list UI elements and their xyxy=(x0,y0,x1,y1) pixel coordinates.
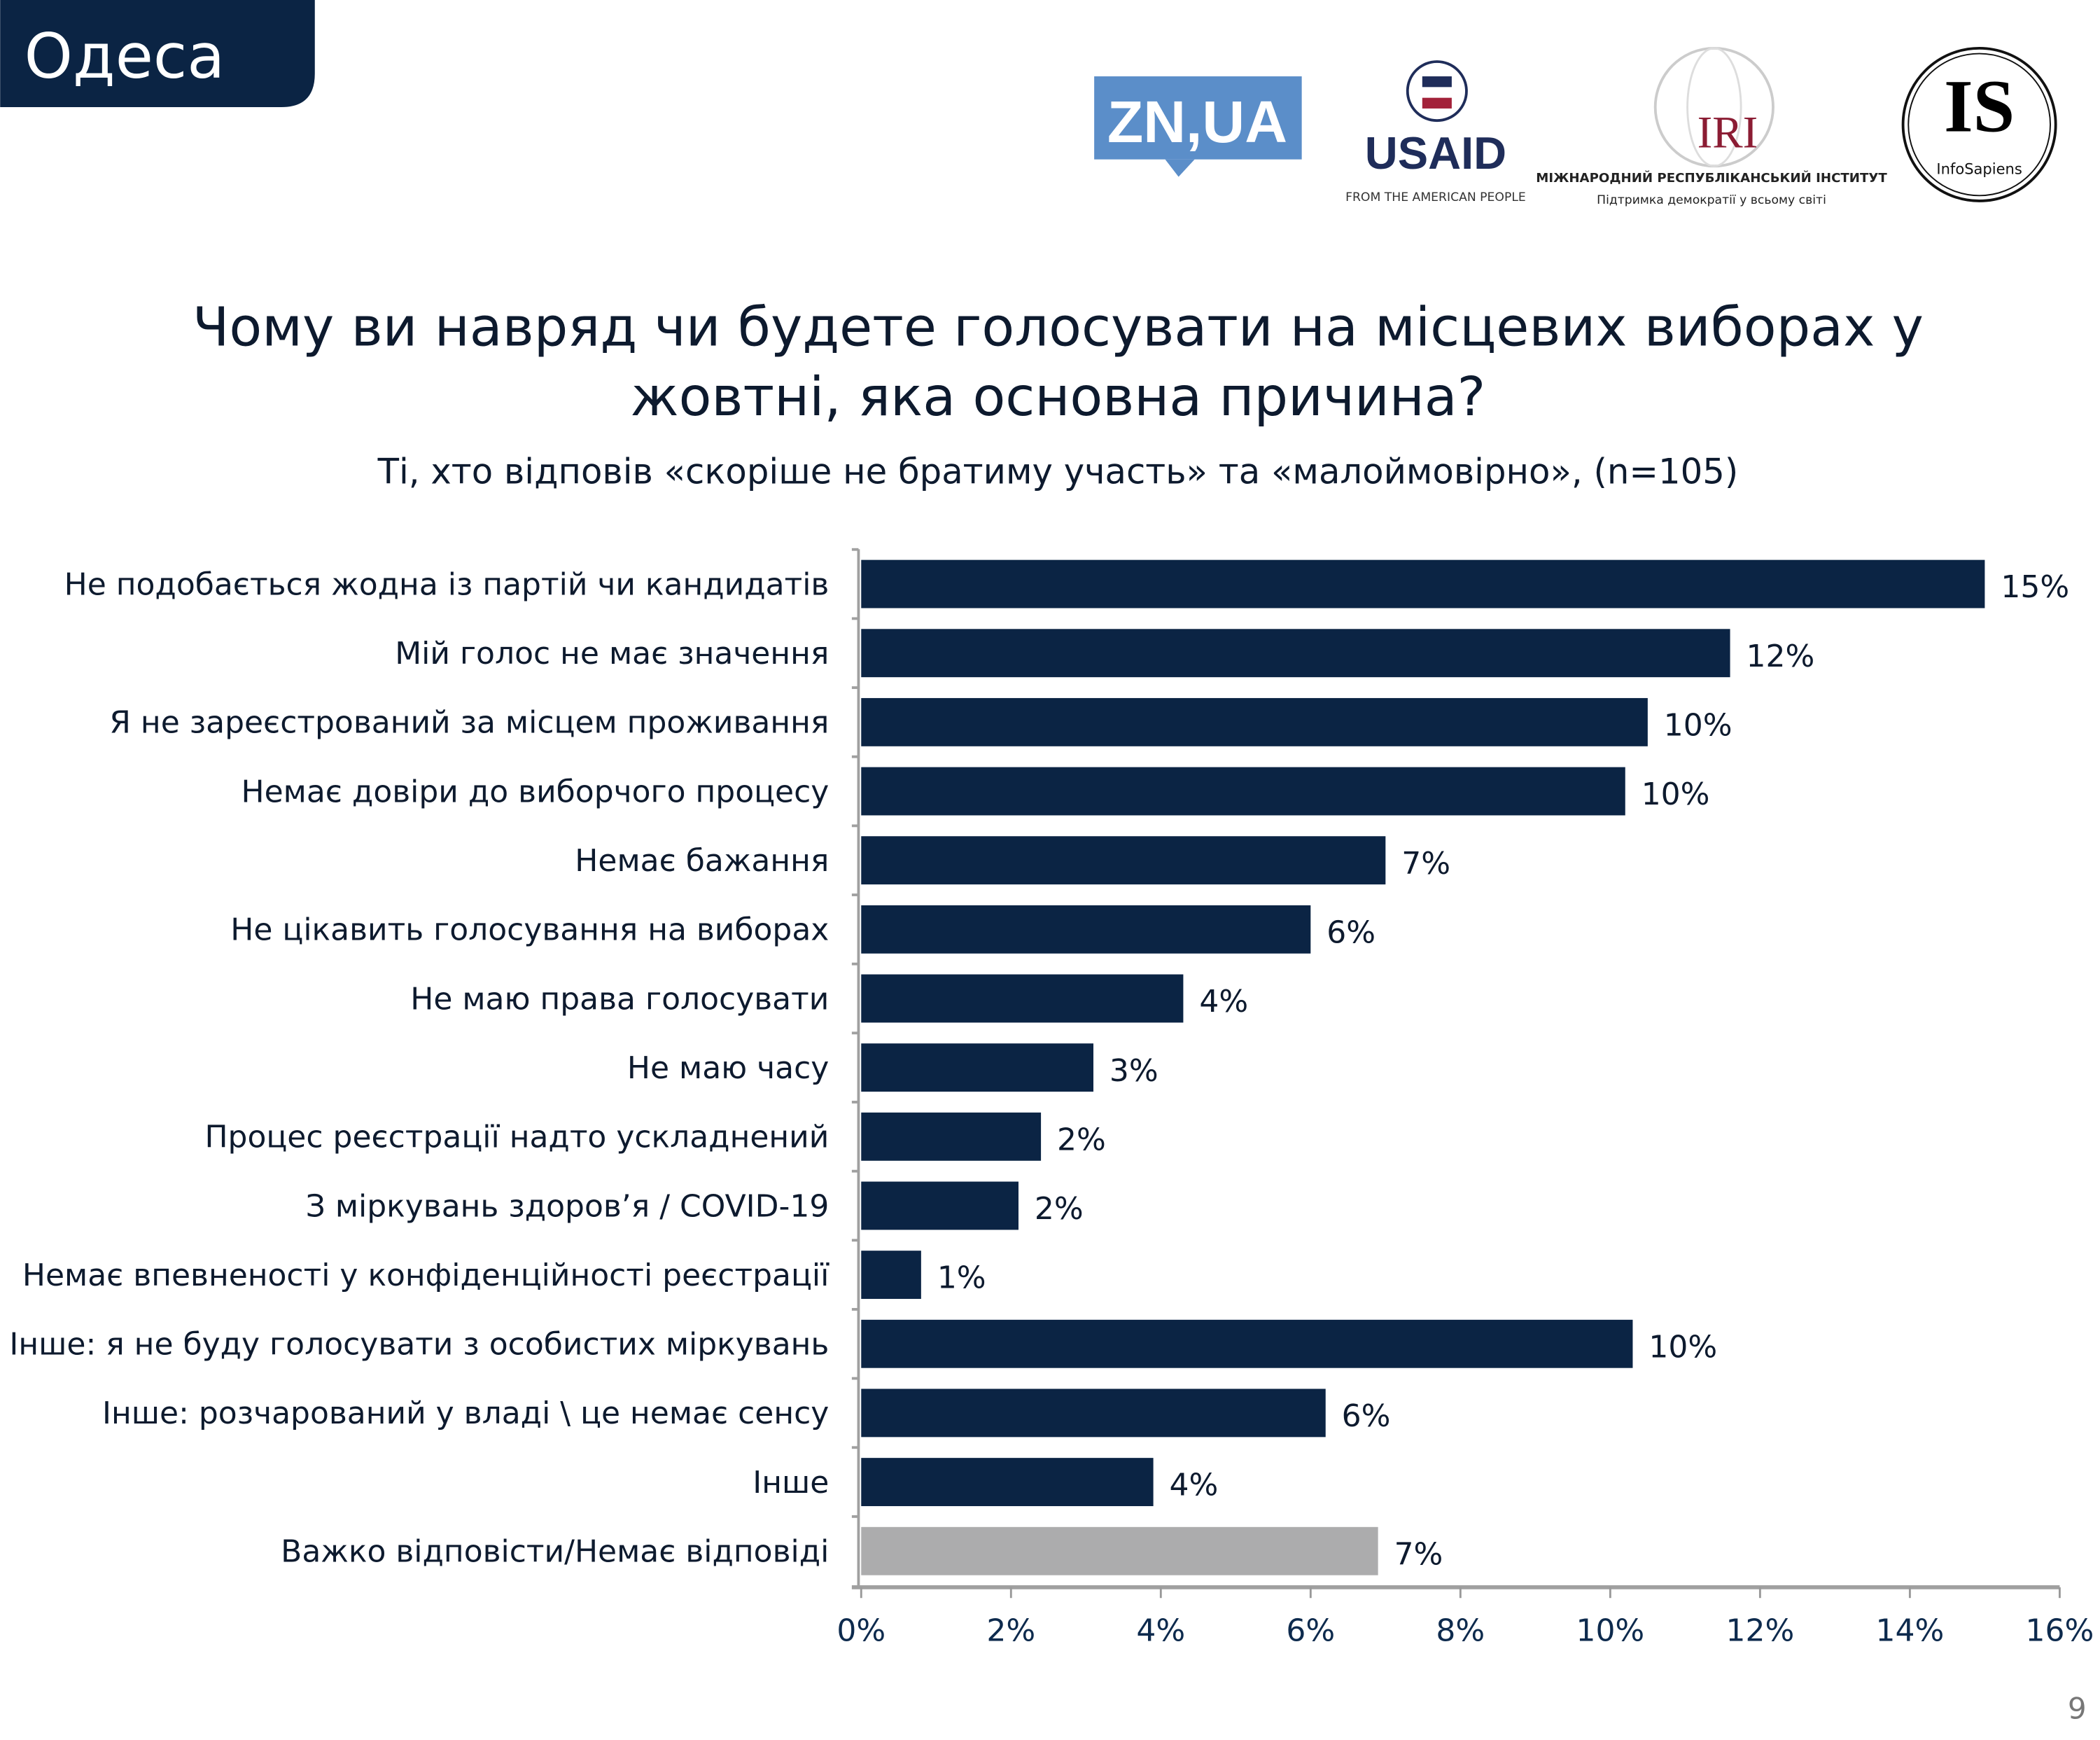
category-label: Інше xyxy=(752,1465,829,1501)
usaid-tagline: FROM THE AMERICAN PEOPLE xyxy=(1345,190,1526,204)
category-label: Інше: розчарований у владі \ це немає се… xyxy=(102,1396,829,1431)
x-tick-label: 12% xyxy=(1726,1613,1794,1648)
category-label: Немає довіри до виборчого процесу xyxy=(241,774,830,809)
bar xyxy=(861,1526,1378,1575)
data-label: 2% xyxy=(1035,1191,1084,1227)
bar xyxy=(861,629,1730,678)
category-label: Я не зареєстрований за місцем проживання xyxy=(109,705,829,741)
data-label: 4% xyxy=(1170,1468,1219,1503)
category-label: Не подобається жодна із партій чи кандид… xyxy=(64,566,830,602)
bar xyxy=(861,1181,1018,1230)
data-label: 10% xyxy=(1642,777,1710,812)
data-label: 3% xyxy=(1110,1053,1158,1089)
chart-subtitle: Ті, хто відповів «скоріше не братиму уча… xyxy=(377,452,1739,492)
infosapiens-logo: IS InfoSapiens xyxy=(1901,46,2057,202)
infosapiens-sub: InfoSapiens xyxy=(1936,160,2022,178)
data-label: 7% xyxy=(1394,1536,1443,1572)
category-label: З міркувань здоров’я / COVID-19 xyxy=(306,1188,830,1224)
infosapiens-logo-text: IS xyxy=(1944,65,2015,148)
bar xyxy=(861,1319,1633,1368)
data-label: 10% xyxy=(1648,1329,1717,1365)
category-label: Важко відповісти/Немає відповіді xyxy=(281,1534,829,1570)
iri-line1: МІЖНАРОДНИЙ РЕСПУБЛІКАНСЬКИЙ ІНСТИТУТ xyxy=(1536,170,1887,186)
data-label: 4% xyxy=(1199,984,1248,1019)
x-tick-label: 14% xyxy=(1876,1613,1945,1648)
region-header-bg xyxy=(0,0,315,108)
category-label: Процес реєстрації надто ускладнений xyxy=(204,1120,829,1155)
chart-title-line2: жовтні, яка основна причина? xyxy=(631,366,1486,429)
category-label: Не маю часу xyxy=(627,1050,829,1086)
bar xyxy=(861,1043,1093,1092)
data-label: 6% xyxy=(1342,1398,1391,1434)
bar xyxy=(861,559,1985,608)
x-tick-label: 6% xyxy=(1286,1613,1335,1648)
usaid-logo: USAID FROM THE AMERICAN PEOPLE xyxy=(1345,60,1526,204)
category-label: Немає впевненості у конфіденційності реє… xyxy=(22,1258,830,1293)
x-tick-label: 8% xyxy=(1436,1613,1485,1648)
bar xyxy=(861,767,1625,816)
bar xyxy=(861,836,1386,885)
category-label: Немає бажання xyxy=(575,843,829,879)
bar xyxy=(861,905,1311,954)
iri-line2: Підтримка демократії у всьому світі xyxy=(1597,193,1826,207)
znua-logo-text: ZN,UA xyxy=(1107,89,1287,155)
bar xyxy=(861,697,1648,746)
x-tick-label: 4% xyxy=(1136,1613,1185,1648)
usaid-logo-text: USAID xyxy=(1365,127,1506,179)
bar xyxy=(861,974,1184,1023)
category-label: Не маю права голосувати xyxy=(410,981,829,1017)
iri-logo: IRI МІЖНАРОДНИЙ РЕСПУБЛІКАНСЬКИЙ ІНСТИТУ… xyxy=(1536,46,1887,207)
bar xyxy=(861,1458,1154,1507)
category-label: Не цікавить голосування на виборах xyxy=(230,912,829,948)
page-number: 9 xyxy=(2068,1691,2087,1725)
data-label: 1% xyxy=(937,1260,986,1296)
bar xyxy=(861,1251,921,1300)
iri-logo-text: IRI xyxy=(1698,107,1758,158)
bar xyxy=(861,1388,1326,1438)
x-tick-label: 10% xyxy=(1576,1613,1644,1648)
x-tick-label: 16% xyxy=(2026,1613,2094,1648)
category-label: Інше: я не буду голосувати з особистих м… xyxy=(9,1327,829,1363)
bar xyxy=(861,1112,1042,1161)
znua-logo: ZN,UA xyxy=(1094,76,1302,177)
data-label: 15% xyxy=(2001,569,2069,605)
data-label: 6% xyxy=(1326,914,1376,950)
data-label: 7% xyxy=(1401,846,1450,882)
bar-chart: Не подобається жодна із партій чи кандид… xyxy=(9,548,2094,1648)
category-label: Мій голос не має значення xyxy=(395,636,829,671)
data-label: 2% xyxy=(1057,1122,1106,1157)
region-title: Одеса xyxy=(24,20,225,92)
chart-title-line1: Чому ви навряд чи будете голосувати на м… xyxy=(192,297,1924,359)
x-tick-label: 2% xyxy=(986,1613,1035,1648)
data-label: 10% xyxy=(1664,708,1732,744)
x-tick-label: 0% xyxy=(836,1613,886,1648)
data-label: 12% xyxy=(1746,639,1815,674)
